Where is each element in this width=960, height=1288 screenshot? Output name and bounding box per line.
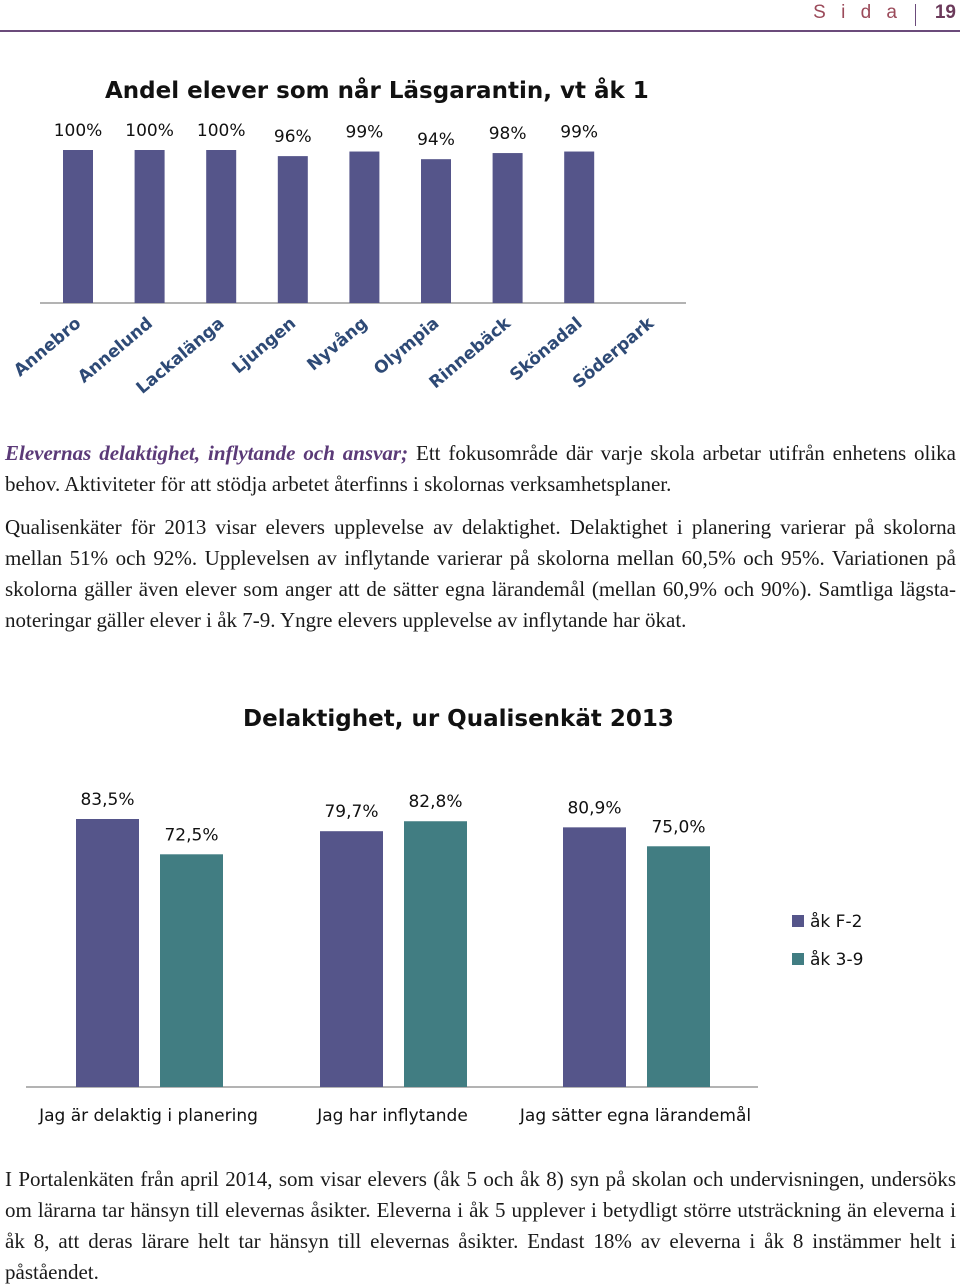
data-label: 100% <box>125 121 174 141</box>
legend-swatch <box>792 953 804 965</box>
data-label: 82,8% <box>408 792 462 812</box>
bar <box>647 846 710 1087</box>
paragraph-rest: Ett fokusområde där varje skola arbetar … <box>5 441 956 496</box>
data-label: 98% <box>489 124 527 144</box>
bar <box>404 821 467 1087</box>
bar <box>206 150 237 303</box>
bar <box>277 156 308 303</box>
bar <box>349 151 380 303</box>
bar <box>320 831 383 1087</box>
data-label: 99% <box>560 123 598 143</box>
bar <box>63 150 93 303</box>
legend-label: åk 3-9 <box>810 949 863 970</box>
page-label: S i d a <box>813 2 902 23</box>
data-label: 100% <box>54 121 103 141</box>
tick-label: Jag har inflytande <box>316 1106 468 1126</box>
bar <box>76 819 139 1087</box>
data-label: 83,5% <box>80 790 134 810</box>
chart2-title: Delaktighet, ur Qualisenkät 2013 <box>243 706 674 732</box>
bar <box>564 151 595 303</box>
data-label: 99% <box>346 123 384 143</box>
page-separator <box>915 4 916 26</box>
data-label: 72,5% <box>164 825 218 845</box>
page-number: 19 <box>934 2 956 23</box>
legend-swatch <box>792 915 804 927</box>
paragraph-lead: Elevernas delaktighet, inflytande och an… <box>5 441 409 465</box>
data-label: 100% <box>197 121 246 141</box>
paragraph-portal: I Portalenkäten från april 2014, som vis… <box>5 1167 956 1284</box>
legend-label: åk F-2 <box>810 911 862 932</box>
tick-label: Jag är delaktig i planering <box>38 1106 258 1126</box>
paragraph-qualis: Qualisenkäter för 2013 visar elevers upp… <box>5 515 956 632</box>
participation-chart: 83,5% 72,5% Jag är delaktig i planering 79,… <box>26 790 863 1126</box>
bar <box>421 159 451 303</box>
chart1-title: Andel elever som når Läsgarantin, vt åk … <box>105 78 649 104</box>
data-label: 79,7% <box>324 802 378 822</box>
paragraph-participation: Elevernas delaktighet, inflytande och an… <box>5 438 956 500</box>
data-label: 75,0% <box>651 817 705 837</box>
data-label: 80,9% <box>567 798 621 818</box>
bar <box>563 827 626 1087</box>
page-header: S i d a 19 <box>0 0 960 32</box>
tick-label: Jag sätter egna lärandemål <box>519 1105 751 1126</box>
data-label: 96% <box>274 127 312 147</box>
data-label: 94% <box>417 130 455 150</box>
bar <box>492 153 523 303</box>
reading-guarantee-chart: 100%Annebro100%Annelund100%Lackalänga96%… <box>10 121 686 398</box>
bar <box>134 150 165 303</box>
bar <box>160 854 223 1087</box>
